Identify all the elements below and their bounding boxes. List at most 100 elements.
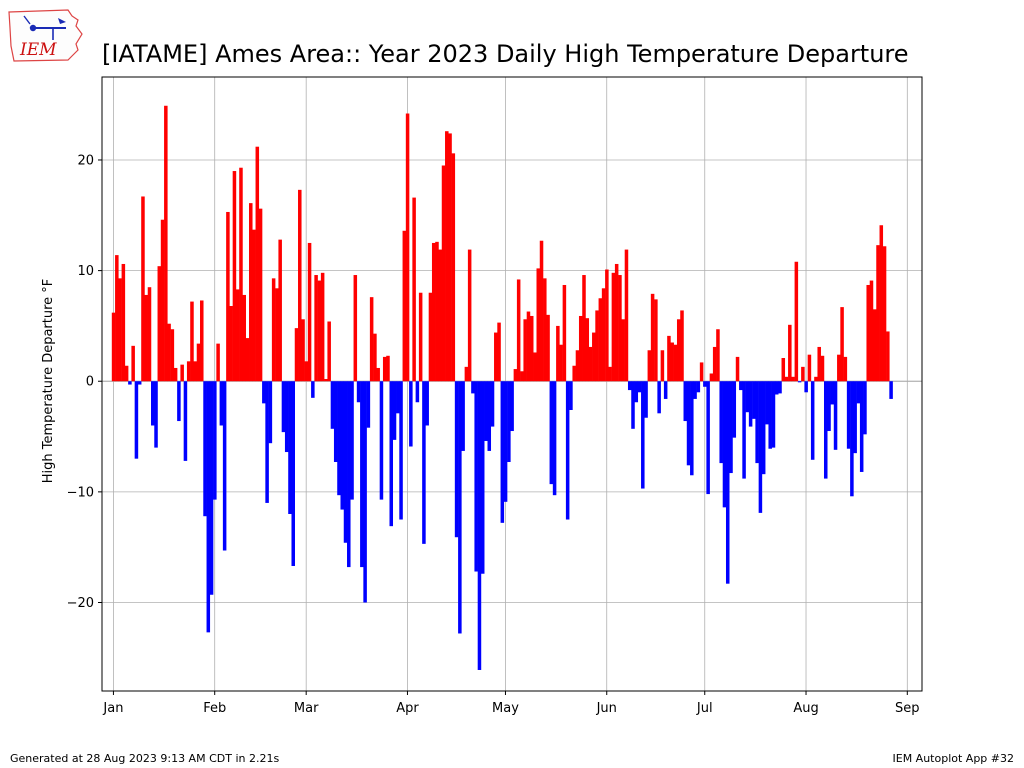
day-bar	[448, 133, 452, 382]
day-bar	[876, 245, 880, 382]
day-bar	[464, 366, 469, 382]
day-bar	[320, 272, 325, 382]
y-tick-label: 0	[86, 375, 94, 390]
day-bar	[774, 381, 779, 395]
day-bar	[539, 240, 544, 382]
day-bar	[843, 356, 848, 382]
day-bar	[340, 381, 345, 510]
day-bar	[186, 361, 191, 382]
day-bar	[193, 361, 197, 382]
day-bar	[497, 322, 501, 382]
day-bar	[546, 314, 550, 382]
day-bar	[288, 381, 292, 514]
day-bar	[255, 146, 260, 382]
day-bar	[490, 381, 495, 427]
day-bar	[467, 249, 472, 382]
day-bar	[588, 346, 593, 382]
day-bar	[164, 105, 168, 382]
day-bar	[425, 381, 429, 426]
x-tick-label: Aug	[793, 701, 818, 716]
day-bar	[869, 280, 874, 382]
day-bar	[235, 289, 240, 382]
y-tick-label: −20	[67, 596, 94, 611]
day-bar	[317, 280, 322, 382]
day-bar	[513, 369, 518, 382]
x-tick: Apr	[396, 691, 419, 716]
day-bar	[709, 373, 714, 382]
iem-logo: IEM	[8, 9, 83, 62]
day-bar	[575, 350, 580, 382]
day-bar	[461, 381, 465, 451]
day-bar	[690, 381, 694, 476]
day-bar	[494, 332, 498, 382]
day-bar	[124, 365, 129, 382]
day-bar	[409, 381, 413, 447]
day-bar	[823, 381, 828, 479]
day-bar	[686, 381, 691, 466]
day-bar	[722, 381, 727, 508]
y-tick: −10	[67, 485, 102, 500]
day-bar	[801, 366, 805, 382]
day-bar	[151, 381, 155, 426]
day-bar	[474, 381, 478, 572]
day-bar	[160, 219, 165, 382]
day-bar	[614, 263, 619, 382]
day-bar	[660, 350, 665, 382]
day-bar	[706, 381, 710, 495]
day-bar	[543, 278, 547, 382]
logo-arrow-icon	[23, 15, 31, 25]
day-bar	[827, 381, 831, 432]
day-bar	[415, 381, 420, 403]
day-bar	[386, 355, 390, 382]
day-bar	[147, 287, 152, 382]
day-bar	[872, 309, 877, 382]
day-bar	[676, 319, 681, 382]
day-bar	[353, 275, 358, 382]
day-bar	[324, 379, 328, 382]
day-bar	[154, 381, 158, 448]
day-bar	[229, 306, 233, 382]
day-bar	[585, 318, 590, 382]
day-bar	[284, 381, 289, 453]
x-tick-label: Apr	[396, 701, 419, 716]
day-bar	[627, 381, 632, 391]
day-bar	[170, 329, 175, 382]
x-tick-label: Sep	[895, 701, 920, 716]
day-bar	[556, 325, 560, 382]
day-bar	[667, 335, 671, 382]
day-bar	[265, 381, 269, 503]
day-bar	[209, 381, 214, 595]
day-bar	[578, 315, 583, 382]
day-bar	[304, 361, 309, 382]
day-bar	[428, 292, 433, 382]
day-bar	[379, 381, 384, 500]
x-tick-label: Feb	[203, 701, 226, 716]
day-bar	[729, 381, 733, 474]
day-bar	[441, 165, 446, 382]
day-bar	[856, 381, 861, 404]
day-bar	[137, 381, 142, 385]
day-bar	[252, 229, 256, 382]
x-tick-label: Jan	[102, 701, 123, 716]
day-bar	[438, 249, 443, 382]
day-bar	[654, 299, 658, 382]
day-bar	[118, 278, 122, 382]
x-tick: May	[492, 691, 519, 716]
day-bar	[644, 381, 648, 418]
day-bar	[219, 381, 224, 426]
day-bar	[565, 381, 570, 520]
day-bar	[601, 288, 606, 382]
day-bar	[745, 381, 750, 413]
day-bar	[396, 381, 400, 414]
day-bar	[262, 381, 266, 404]
day-bar	[889, 381, 893, 399]
day-bar	[399, 381, 403, 520]
day-bar	[435, 241, 439, 382]
day-bar	[683, 381, 688, 422]
day-bar	[226, 211, 230, 382]
day-bar	[314, 275, 318, 382]
day-bar	[562, 284, 567, 382]
day-bar	[680, 310, 684, 382]
day-bar	[752, 381, 756, 419]
day-bar	[487, 381, 492, 451]
